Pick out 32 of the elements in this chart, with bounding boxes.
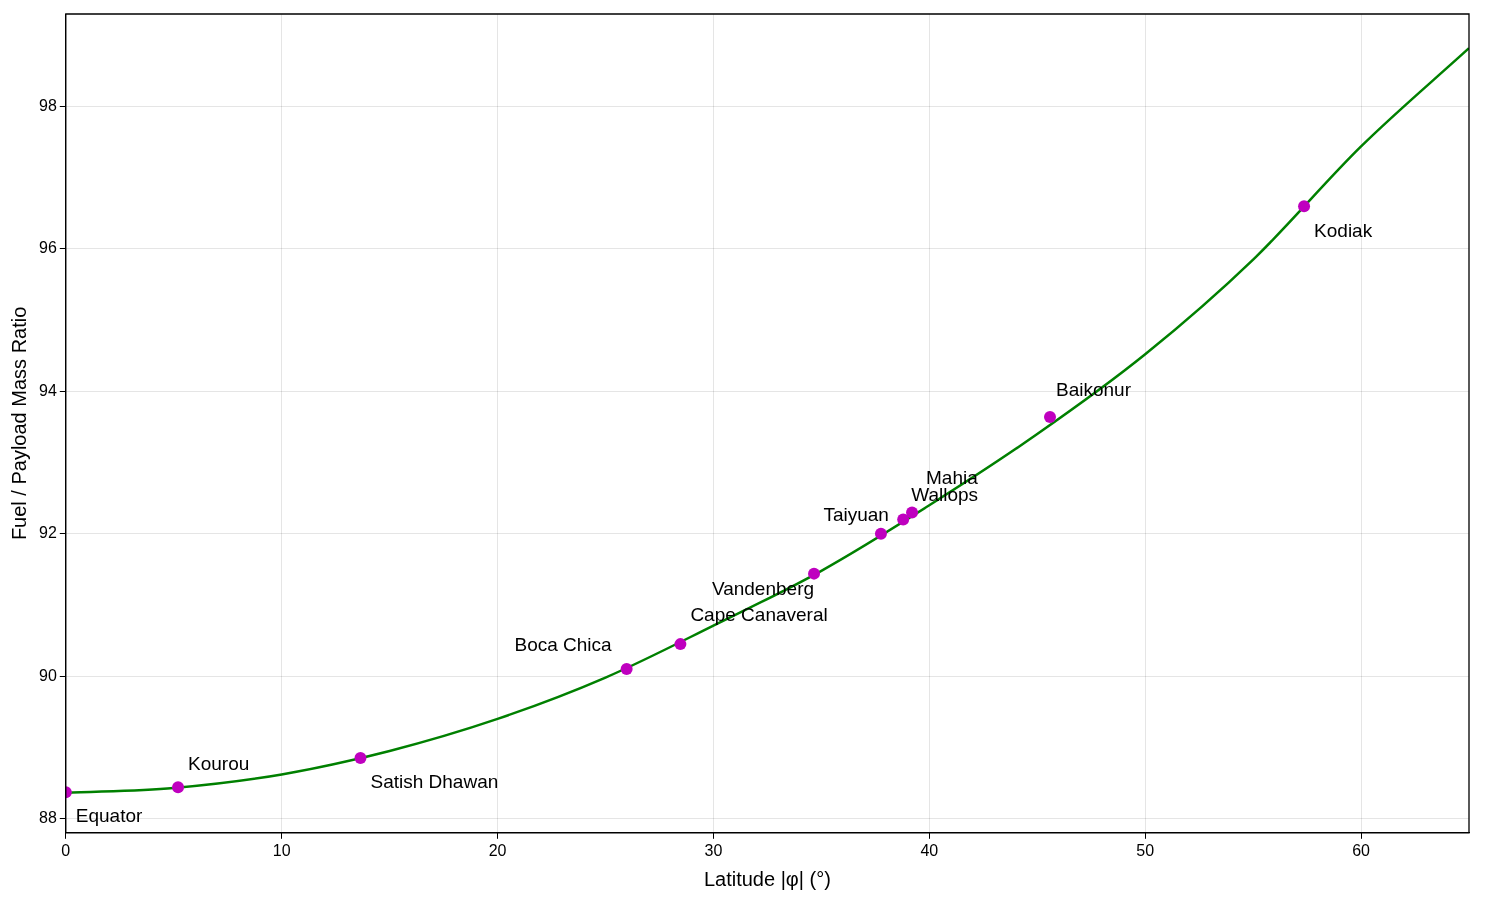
y-tick-label: 96 [39, 239, 57, 257]
point [1298, 200, 1311, 213]
point [1043, 410, 1056, 423]
annotation: Kourou [188, 753, 250, 775]
x-tick-label: 60 [1352, 841, 1371, 859]
point [874, 527, 887, 540]
y-tick-label: 92 [39, 524, 57, 542]
point [620, 663, 633, 676]
y-tick-label: 94 [39, 381, 57, 399]
x-tick-label: 30 [704, 841, 723, 859]
point [354, 752, 367, 765]
y-tick-label: 88 [39, 808, 57, 826]
point [172, 781, 185, 794]
point [674, 638, 687, 651]
annotation: Kodiak [1314, 220, 1373, 242]
point [906, 506, 919, 519]
annotation: Cape Canaveral [690, 604, 828, 626]
x-tick-label: 20 [488, 841, 507, 859]
x-tick-label: 40 [920, 841, 939, 859]
annotation: Equator [75, 805, 144, 827]
point [808, 567, 821, 580]
x-tick-label: 50 [1136, 841, 1155, 859]
x-tick-label: 10 [272, 841, 291, 859]
annotation: Boca Chica [514, 634, 613, 656]
y-tick-label: 98 [39, 96, 57, 114]
annotation: Taiyuan [823, 503, 889, 525]
point [897, 513, 910, 526]
y-tick-label: 90 [39, 666, 57, 684]
annotation: Satish Dhawan [370, 771, 499, 793]
y-axis-title: Fuel / Payload Mass Ratio [7, 306, 30, 541]
x-axis-title: Latitude |φ| (°) [703, 867, 831, 890]
x-tick-label: 0 [61, 841, 71, 859]
